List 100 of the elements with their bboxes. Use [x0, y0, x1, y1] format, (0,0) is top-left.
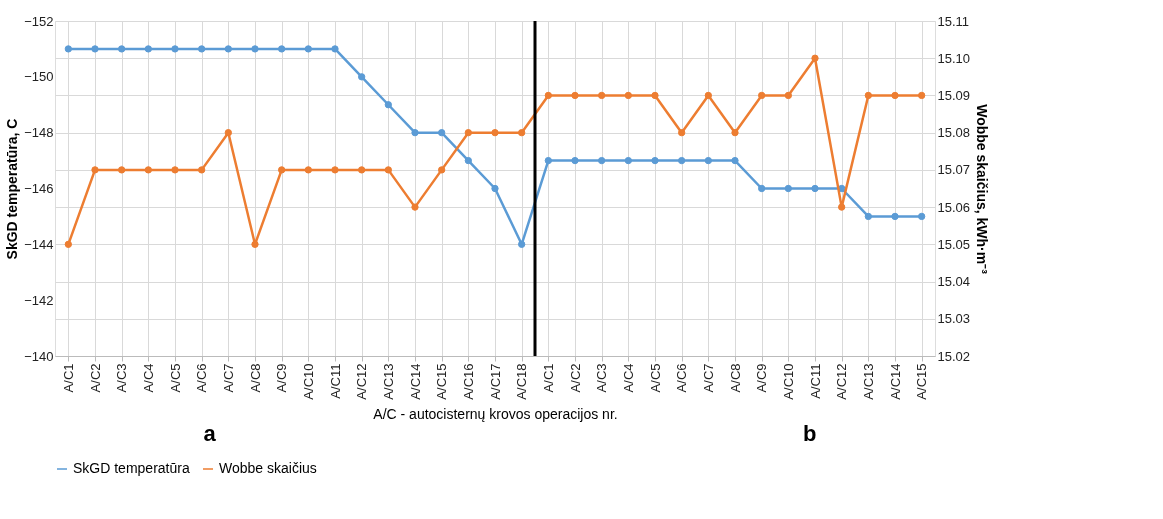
x-tick-label: A/C3: [594, 363, 610, 393]
point: [224, 45, 232, 53]
point: [758, 91, 766, 100]
point: [331, 166, 339, 174]
x-tick-label: A/C4: [140, 363, 156, 393]
point: [278, 45, 286, 53]
point: [544, 156, 552, 165]
y2-tick-label: 15.04: [937, 274, 971, 290]
point: [731, 156, 739, 165]
point: [678, 156, 686, 165]
x-tick-label: A/C13: [860, 363, 876, 400]
point: [651, 91, 659, 100]
y2-tick-label: 15.10: [937, 50, 971, 66]
x-tick-label: A/C18: [514, 363, 530, 400]
point: [171, 166, 179, 174]
point: [411, 129, 419, 137]
point: [918, 212, 926, 221]
y-axis-title: SkGD temperatūra, C: [4, 118, 21, 260]
point: [438, 129, 446, 137]
x-tick-label: A/C7: [700, 363, 716, 393]
point: [864, 212, 872, 221]
point: [438, 166, 446, 174]
point: [598, 156, 606, 165]
point: [571, 91, 579, 100]
point: [491, 129, 499, 137]
y-tick-label: −148: [24, 125, 54, 141]
x-tick-label: A/C6: [674, 363, 690, 393]
point: [198, 166, 206, 174]
point: [491, 184, 499, 193]
point: [304, 166, 312, 174]
y-tick-label: −140: [24, 348, 54, 364]
x-tick-label: A/C10: [780, 363, 796, 400]
legend-label: SkGD temperatūra: [73, 460, 190, 476]
y2-tick-label: 15.03: [937, 311, 971, 327]
x-tick-label: A/C15: [914, 363, 930, 400]
point: [64, 45, 72, 53]
x-tick-label: A/C9: [274, 363, 290, 393]
x-tick-label: A/C11: [327, 363, 343, 399]
y-tick-label: −152: [24, 13, 54, 29]
y2-tick-label: 15.07: [937, 162, 971, 178]
x-tick-label: A/C12: [354, 363, 370, 400]
point: [91, 166, 99, 174]
point: [891, 91, 899, 100]
point: [278, 166, 286, 174]
point: [731, 129, 739, 137]
x-tick-label: A/C2: [567, 363, 583, 393]
point: [64, 240, 72, 248]
y2-tick-label: 15.06: [937, 199, 971, 215]
point: [598, 91, 606, 100]
point: [358, 166, 366, 174]
point: [544, 91, 552, 100]
point: [331, 45, 339, 53]
point: [358, 73, 366, 81]
x-tick-label: A/C11: [807, 363, 823, 399]
text: b: [802, 421, 817, 446]
point: [891, 212, 899, 221]
point: [118, 45, 126, 53]
x-tick-label: A/C14: [407, 363, 423, 400]
x-tick-label: A/C1: [60, 363, 76, 393]
point: [784, 184, 792, 193]
point: [384, 166, 392, 174]
point: [678, 129, 686, 137]
point: [251, 240, 259, 248]
y2-tick-label: 15.05: [937, 236, 971, 252]
point: [784, 91, 792, 100]
x-tick-label: A/C7: [220, 363, 236, 393]
point: [464, 156, 472, 165]
point: [384, 101, 392, 109]
point: [144, 166, 152, 174]
point: [251, 45, 259, 53]
x-tick-label: A/C13: [380, 363, 396, 400]
x-tick-label: A/C8: [247, 363, 263, 393]
point: [91, 45, 99, 53]
y2-tick-label: 15.08: [937, 125, 971, 141]
x-tick-label: A/C5: [167, 363, 183, 393]
x-tick-label: A/C14: [887, 363, 903, 400]
point: [464, 129, 472, 137]
point: [304, 45, 312, 53]
y-tick-label: −146: [24, 181, 54, 196]
point: [758, 184, 766, 193]
y2-axis-title: Wobbe skaičius, kWh·m⁻³: [974, 104, 991, 275]
point: [518, 240, 526, 248]
point: [144, 45, 152, 53]
x-axis-title: A/C - autocisternų krovos operacijos nr.: [373, 405, 618, 422]
x-tick-label: A/C5: [647, 363, 663, 393]
x-tick-label: A/C17: [487, 363, 503, 400]
point: [571, 156, 579, 165]
point: [224, 129, 232, 137]
x-tick-label: A/C15: [434, 363, 450, 400]
point: [118, 166, 126, 174]
point: [864, 91, 872, 100]
point: [198, 45, 206, 53]
point: [624, 156, 632, 165]
point: [624, 91, 632, 100]
point: [518, 129, 526, 137]
point: [811, 54, 819, 62]
x-tick-label: A/C2: [87, 363, 103, 393]
legend-label: Wobbe skaičius: [219, 460, 317, 476]
point: [704, 91, 712, 100]
x-tick-label: A/C12: [834, 363, 850, 400]
